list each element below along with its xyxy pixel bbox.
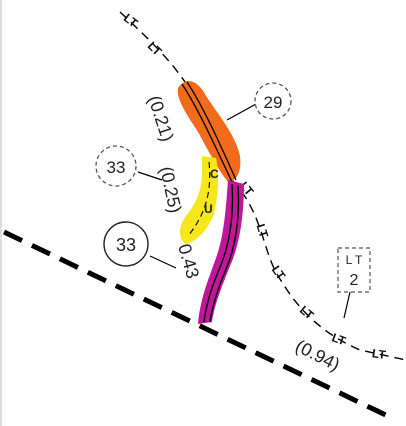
yellow-highlight xyxy=(180,156,219,244)
lt2-top-text: L T xyxy=(346,253,363,267)
magenta-line-b xyxy=(209,185,240,323)
bubble-29-text: 29 xyxy=(264,93,283,112)
measure-043: 0.43 xyxy=(174,242,203,281)
bubble-33-dashed xyxy=(95,145,137,187)
measure-025: (0.25) xyxy=(156,165,185,215)
lt2-bottom-text: 2 xyxy=(350,272,359,289)
lt-tag-1: LT xyxy=(121,11,141,31)
lt-line-upper xyxy=(119,11,186,83)
yellow-segment-line xyxy=(187,161,211,237)
segment-line-a xyxy=(181,83,233,183)
lt-tag-8: LT xyxy=(371,346,387,362)
lt2-box xyxy=(337,247,371,293)
bubble-33-solid xyxy=(103,221,149,267)
code-c: C xyxy=(210,167,219,181)
lt-line-lower xyxy=(231,179,406,361)
lt-tag-2: LT xyxy=(145,39,165,59)
road-dashed-line xyxy=(2,229,394,421)
orange-highlight xyxy=(177,81,241,182)
leader-33-dashed xyxy=(137,171,163,181)
measure-021: (0.21) xyxy=(144,93,178,144)
bubble-33-solid-text: 33 xyxy=(116,235,136,255)
bubble-29 xyxy=(254,82,292,120)
leader-33-solid xyxy=(149,255,177,269)
leader-29 xyxy=(226,103,257,121)
lt-tag-4: LT xyxy=(253,222,271,240)
lt-tag-7: LT xyxy=(330,330,348,348)
bubble-33-dashed-text: 33 xyxy=(107,158,126,177)
segment-line-b xyxy=(186,81,237,181)
lt-tag-5: LT xyxy=(269,263,289,283)
code-u: U xyxy=(204,202,213,216)
lt-tag-6: LT xyxy=(297,303,317,323)
leader-lt2 xyxy=(343,291,351,319)
magenta-line-a xyxy=(203,183,234,323)
